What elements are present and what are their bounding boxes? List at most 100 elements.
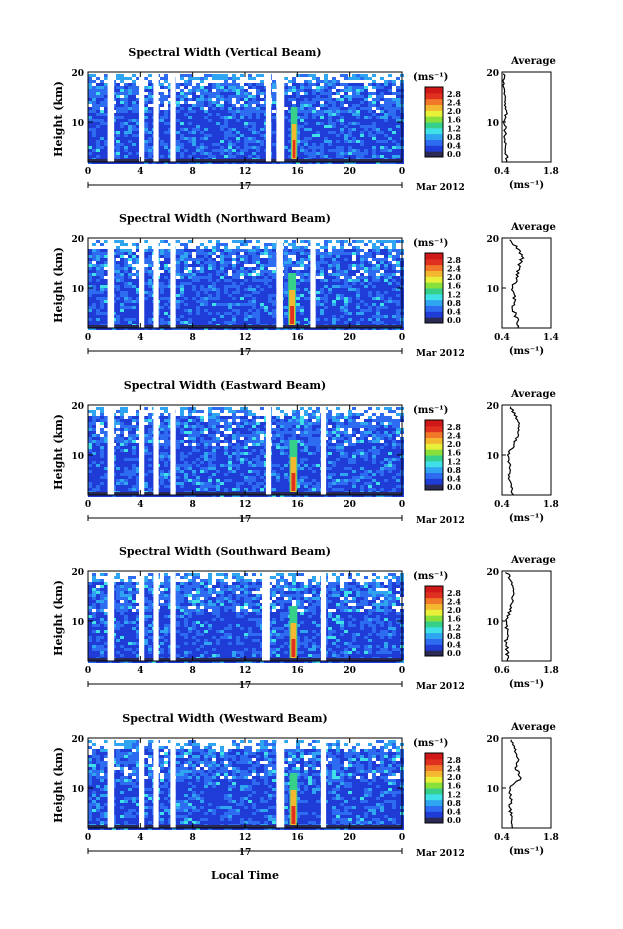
- heatmap-cell: [196, 107, 200, 110]
- heatmap-cell: [324, 282, 328, 285]
- heatmap-cell: [352, 131, 356, 134]
- heatmap-cell: [312, 140, 316, 143]
- heatmap-cell: [260, 300, 264, 303]
- heatmap-cell: [236, 240, 240, 243]
- heatmap-cell: [228, 155, 232, 158]
- heatmap-cell: [144, 149, 148, 152]
- heatmap-cell: [340, 282, 344, 285]
- heatmap-cell: [336, 143, 340, 146]
- heatmap-cell: [220, 300, 224, 303]
- heatmap-cell: [196, 249, 200, 252]
- heatmap-cell: [160, 419, 164, 422]
- heatmap-cell: [352, 143, 356, 146]
- heatmap-cell: [164, 297, 168, 300]
- heatmap-cell: [212, 122, 216, 125]
- heatmap-cell: [92, 306, 96, 309]
- heatmap-cell: [296, 119, 300, 122]
- heatmap-cell: [128, 113, 132, 116]
- heatmap-cell: [248, 294, 252, 297]
- heatmap-cell: [216, 309, 220, 312]
- heatmap-cell: [200, 155, 204, 158]
- heatmap-cell: [284, 128, 288, 131]
- heatmap-cell: [284, 143, 288, 146]
- heatmap-cell: [284, 288, 288, 291]
- heatmap-cell: [300, 101, 304, 104]
- heatmap-cell: [348, 255, 352, 258]
- heatmap-cell: [296, 315, 300, 318]
- heatmap-cell: [92, 467, 96, 470]
- heatmap-cell: [88, 279, 92, 282]
- heatmap-cell: [320, 131, 324, 134]
- day-label: 17: [239, 182, 252, 192]
- heatmap-cell: [232, 95, 236, 98]
- heatmap-cell: [184, 321, 188, 324]
- heatmap-cell: [116, 312, 120, 315]
- heatmap-cell: [248, 104, 252, 107]
- heatmap-cell: [168, 255, 172, 258]
- heatmap-cell: [136, 110, 140, 113]
- average-x-label: (ms⁻¹): [509, 180, 544, 191]
- heatmap-cell: [364, 107, 368, 110]
- heatmap-cell: [352, 264, 356, 267]
- heatmap-cell: [316, 279, 320, 282]
- heatmap-cell: [344, 113, 348, 116]
- heatmap-cell: [296, 113, 300, 116]
- heatmap-cell: [136, 312, 140, 315]
- heatmap-cell: [148, 446, 152, 449]
- heatmap-cell: [160, 77, 164, 80]
- heatmap-cell: [192, 294, 196, 297]
- heatmap-cell: [264, 309, 268, 312]
- heatmap-cell: [288, 137, 292, 140]
- heatmap-cell: [240, 306, 244, 309]
- heatmap-cell: [88, 74, 92, 77]
- heatmap-cell: [360, 294, 364, 297]
- heatmap-cell: [164, 434, 168, 437]
- hotspot-core: [292, 140, 296, 158]
- heatmap-cell: [368, 101, 372, 104]
- heatmap-cell: [264, 303, 268, 306]
- heatmap-cell: [360, 255, 364, 258]
- heatmap-cell: [204, 285, 208, 288]
- heatmap-cell: [244, 276, 248, 279]
- heatmap-cell: [216, 279, 220, 282]
- heatmap-cell: [296, 288, 300, 291]
- heatmap-cell: [240, 86, 244, 89]
- heatmap-cell: [136, 285, 140, 288]
- heatmap-cell: [348, 270, 352, 273]
- heatmap-cell: [96, 122, 100, 125]
- heatmap-cell: [368, 152, 372, 155]
- heatmap-cell: [136, 89, 140, 92]
- heatmap-cell: [124, 461, 128, 464]
- heatmap-cell: [328, 291, 332, 294]
- colorbar-unit: (ms⁻¹): [413, 72, 448, 83]
- heatmap-cell: [216, 92, 220, 95]
- heatmap-cell: [380, 95, 384, 98]
- heatmap-cell: [244, 315, 248, 318]
- heatmap-cell: [240, 255, 244, 258]
- colorbar-unit: (ms⁻¹): [413, 238, 448, 249]
- heatmap-cell: [304, 116, 308, 119]
- heatmap-cell: [144, 291, 148, 294]
- heatmap-cell: [136, 461, 140, 464]
- heatmap-cell: [120, 89, 124, 92]
- heatmap-cell: [232, 89, 236, 92]
- heatmap-cell: [356, 267, 360, 270]
- heatmap-cell: [96, 285, 100, 288]
- heatmap-cell: [216, 122, 220, 125]
- heatmap-cell: [100, 119, 104, 122]
- heatmap-cell: [168, 306, 172, 309]
- heatmap-cell: [96, 146, 100, 149]
- heatmap-cell: [136, 249, 140, 252]
- colorbar-segment: [425, 145, 443, 152]
- heatmap-cell: [364, 270, 368, 273]
- heatmap-cell: [176, 143, 180, 146]
- heatmap-cell: [360, 285, 364, 288]
- heatmap-cell: [336, 306, 340, 309]
- heatmap-cell: [336, 146, 340, 149]
- heatmap-cell: [88, 422, 92, 425]
- heatmap-cell: [244, 258, 248, 261]
- heatmap-cell: [228, 285, 232, 288]
- heatmap-cell: [100, 146, 104, 149]
- heatmap-cell: [176, 98, 180, 101]
- heatmap-cell: [284, 285, 288, 288]
